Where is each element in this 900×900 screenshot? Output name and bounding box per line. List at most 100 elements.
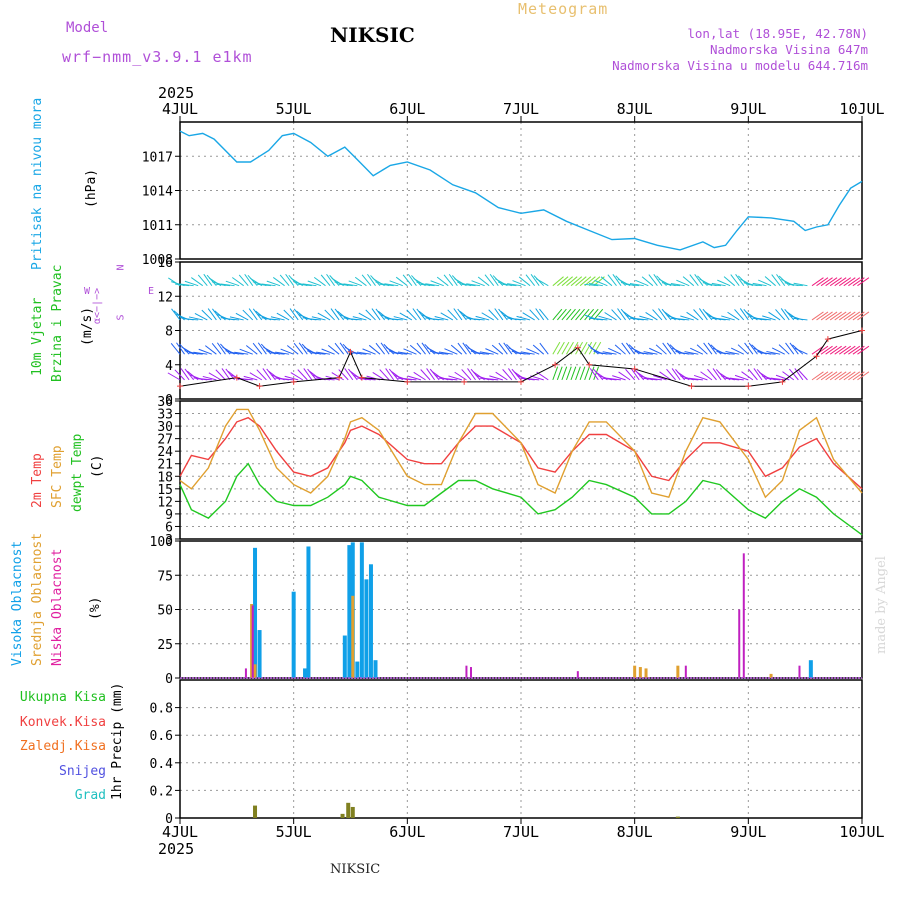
compass-w: W: [84, 286, 91, 297]
cloud-bar: [738, 609, 741, 678]
wind-barb: [511, 368, 522, 381]
wind-barb: [409, 344, 422, 355]
wind-barb: [625, 283, 640, 287]
wind-barb: [653, 375, 667, 381]
wind-barb: [593, 366, 600, 381]
wind-barb: [242, 309, 254, 321]
wind-marker: [586, 361, 593, 368]
wind-barb: [737, 344, 749, 355]
cloud-bar: [373, 660, 378, 678]
wind-barb: [702, 308, 713, 321]
wind-barb: [614, 344, 626, 355]
wind-barb: [825, 371, 838, 381]
cloud-bar: [576, 671, 579, 678]
wind-barb: [313, 276, 326, 287]
wind-barb: [180, 368, 190, 381]
wind-barb: [348, 368, 358, 381]
panel-frame-precip: [179, 679, 863, 819]
y-tick-label: 24: [157, 445, 173, 460]
precip-frz-label: Zaledj.Kisa: [19, 739, 106, 754]
wind-marker: [358, 374, 365, 381]
y-tick-label: 0: [165, 672, 173, 687]
wind-barb: [584, 283, 599, 287]
wind-barb: [782, 371, 795, 381]
wind-barb: [556, 366, 563, 381]
wind-barb: [503, 342, 513, 355]
wind-barb: [198, 348, 213, 355]
wind-barb: [734, 374, 749, 381]
x-tick-label-bottom: 4JUL: [162, 823, 198, 841]
wind-barb: [811, 371, 824, 381]
wind-barb: [413, 371, 426, 381]
wind-barb: [303, 368, 313, 381]
wind-barb: [598, 315, 613, 321]
wind-barb: [297, 283, 312, 287]
wind-barb: [430, 280, 444, 287]
wind-barb: [608, 347, 622, 355]
wind-barb: [232, 277, 244, 287]
wind-barb: [285, 273, 295, 286]
cloud-bar: [684, 665, 687, 678]
wind-barb: [212, 308, 222, 321]
wind-barb: [440, 312, 454, 321]
wind-barb: [443, 274, 454, 287]
y-tick-label: 36: [157, 395, 173, 410]
y-tick-label: 0.2: [150, 784, 173, 799]
y-tick-label: 1008: [142, 253, 173, 268]
wind-barb: [829, 371, 842, 381]
wind-barb: [589, 368, 599, 381]
wind-barb: [620, 308, 631, 321]
wind-barb: [184, 280, 199, 287]
wind-barb: [852, 311, 865, 321]
wind-barb: [249, 372, 263, 381]
wind-barb: [324, 309, 335, 321]
wind-barb: [712, 368, 722, 381]
wind-barb: [789, 342, 799, 355]
wind-barb: [594, 279, 608, 287]
precip-hail-label: Grad: [74, 788, 106, 803]
wind-barb: [293, 342, 304, 355]
cloud-bar: [244, 668, 247, 678]
wind-speed-line: [179, 330, 863, 387]
temp-line-0: [179, 416, 863, 490]
wind-barb: [361, 274, 372, 287]
wind-barb: [556, 308, 567, 321]
wind-barb: [429, 318, 444, 321]
wind-barb: [307, 368, 317, 381]
wind-barb: [816, 311, 829, 321]
y-tick-label: 1014: [142, 185, 173, 200]
wind-barb: [385, 368, 395, 381]
wind-barb: [485, 348, 499, 355]
wind-barb: [680, 315, 694, 321]
wind-marker: [859, 327, 865, 334]
wind-barb: [848, 345, 861, 355]
wind-barb: [434, 352, 449, 355]
wind-barb: [579, 308, 590, 321]
wind-barb: [508, 368, 517, 381]
wind-barb: [838, 371, 852, 381]
wind-barb: [778, 344, 790, 355]
wind-barb: [747, 283, 763, 287]
cloud-bar: [469, 667, 472, 678]
wind-barb: [270, 316, 285, 321]
wind-barb: [725, 351, 740, 355]
wind-barb: [584, 341, 593, 355]
wind-barb: [477, 276, 490, 287]
wind-barb: [766, 350, 781, 355]
wind-barb: [416, 342, 426, 355]
wind-barb: [375, 308, 385, 321]
wind-barb: [184, 318, 199, 321]
footer-station: NIKSIC: [330, 862, 381, 877]
wind-barb: [522, 312, 535, 321]
wind-marker: [745, 383, 752, 390]
y-tick-label: 0.6: [150, 729, 173, 744]
wind-barb: [584, 308, 595, 321]
wind-barb: [283, 309, 295, 321]
wind-barb: [188, 352, 203, 355]
wind-barb: [457, 308, 467, 321]
wind-barb: [245, 345, 258, 355]
cloud-bar: [250, 604, 254, 678]
wind-barb: [343, 283, 358, 287]
x-tick-label-bottom: 6JUL: [389, 823, 425, 841]
wind-barb: [320, 274, 331, 287]
